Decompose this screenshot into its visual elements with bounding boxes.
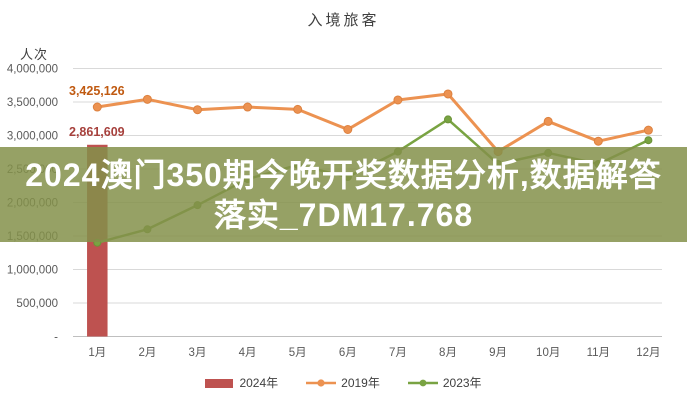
chart-legend: 2024年 2019年 2023年 (0, 374, 687, 391)
y-tick-label: 1,000,000 (7, 265, 58, 277)
marker-2019年-4月 (243, 102, 253, 112)
line-2019年 (97, 92, 649, 154)
legend-item-2023: 2023年 (407, 374, 482, 391)
marker-2019年-1月 (92, 102, 102, 112)
legend-item-2024: 2024年 (205, 374, 278, 391)
marker-2019年-10月 (543, 116, 553, 126)
marker-2019年-12月 (643, 125, 653, 135)
legend-label-2019: 2019年 (341, 376, 380, 390)
legend-swatch-2023-line-icon (407, 379, 438, 386)
marker-2023年-12月 (644, 136, 653, 145)
marker-2019年-5月 (293, 104, 303, 114)
y-tick-label: 4,000,000 (7, 64, 58, 76)
marker-2019年-3月 (193, 105, 202, 115)
legend-item-2019: 2019年 (306, 374, 380, 391)
y-tick-label: 3,000,000 (7, 131, 58, 143)
watermark-line-1: 2024澳门350期今晚开奖数据分析,数据解答 (25, 156, 662, 193)
x-tick-label: 12月 (636, 347, 660, 359)
x-tick-label: 7月 (389, 347, 407, 359)
data-label-2024年: 2,861,609 (69, 125, 125, 139)
x-tick-label: 8月 (439, 347, 457, 359)
marker-2019年-11月 (593, 136, 603, 146)
x-tick-label: 4月 (239, 347, 257, 359)
legend-swatch-2019-line-icon (306, 378, 337, 387)
legend-label-2023: 2023年 (442, 376, 482, 390)
x-tick-label: 10月 (536, 347, 560, 359)
x-tick-label: 1月 (88, 347, 106, 359)
marker-2019年-7月 (393, 95, 403, 105)
y-tick-label: 3,500,000 (7, 97, 58, 109)
marker-2019年-2月 (142, 94, 152, 104)
x-tick-label: 11月 (587, 347, 610, 359)
marker-2023年-8月 (444, 115, 452, 124)
watermark-overlay: 2024澳门350期今晚开奖数据分析,数据解答 落实_7DM17.768 (0, 147, 687, 242)
chart-title: 入境旅客 (307, 12, 380, 29)
x-tick-label: 9月 (489, 347, 507, 359)
x-tick-label: 5月 (289, 347, 307, 359)
x-tick-label: 3月 (189, 347, 207, 359)
legend-swatch-2024-bar-icon (205, 378, 234, 388)
y-axis-unit-label: 人次 (20, 47, 49, 62)
data-label-2019年: 3,425,126 (69, 84, 125, 98)
watermark-line-2: 落实_7DM17.768 (213, 196, 474, 233)
x-tick-label: 6月 (339, 347, 357, 359)
x-tick-label: 2月 (138, 347, 156, 359)
legend-label-2024: 2024年 (239, 376, 279, 390)
marker-2019年-6月 (343, 124, 353, 134)
y-tick-label: 500,000 (16, 298, 58, 310)
marker-2019年-8月 (443, 89, 453, 99)
y-tick-label: - (54, 332, 58, 344)
